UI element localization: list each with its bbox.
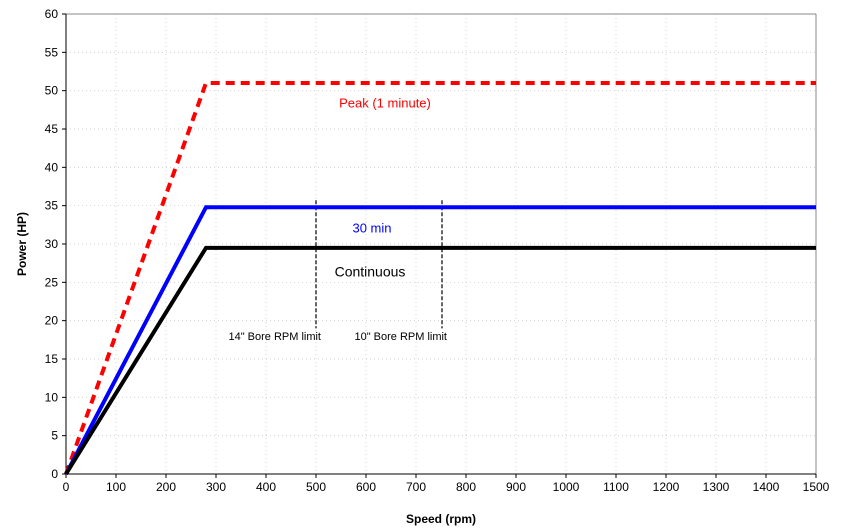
series-line [64,245,816,476]
y-tick-label: 20 [45,314,59,328]
y-tick-label: 40 [45,160,59,174]
series-label: 30 min [352,221,391,236]
rpm-limit-lines [315,200,443,329]
y-tick-label: 30 [45,237,59,251]
x-tick-label: 300 [206,480,226,494]
x-tick-label: 0 [63,480,70,494]
x-axis-title: Speed (rpm) [406,512,476,526]
rpm-limit-label: 10" Bore RPM limit [354,331,447,343]
x-tick-label: 600 [356,480,376,494]
x-tick-label: 1000 [553,480,580,494]
x-tick-label: 1100 [603,480,629,494]
x-tick-label: 100 [106,480,126,494]
rpm-limit-label: 14" Bore RPM limit [228,331,321,343]
x-tick-label: 700 [406,480,426,494]
y-tick-label: 45 [45,122,59,136]
y-tick-label: 55 [45,45,59,59]
y-axis-title: Power (HP) [15,212,29,276]
y-tick-label: 15 [45,352,59,366]
y-tick-label: 35 [45,199,59,213]
series-label: Continuous [335,263,406,279]
x-tick-label: 1300 [703,480,730,494]
y-tick-label: 25 [45,275,59,289]
y-tick-label: 5 [51,429,58,443]
annotations: 14" Bore RPM limit 10" Bore RPM limit Peak… [228,96,447,343]
x-tick-label: 400 [256,480,276,494]
y-tick-label: 50 [45,84,59,98]
x-tick-label: 500 [306,480,326,494]
y-tick-label: 0 [51,467,58,481]
series-line [64,81,816,475]
series-line [64,205,816,475]
x-tick-label: 900 [506,480,526,494]
x-tick-label: 1400 [753,480,780,494]
series-label: Peak (1 minute) [339,96,431,111]
x-tick-label: 200 [156,480,176,494]
x-tick-label: 1200 [653,480,680,494]
y-tick-label: 60 [45,7,59,21]
y-tick-label: 10 [45,390,59,404]
axes: 0 100 200 300 400 500 600 700 800 900 1000 1100 1200… [15,7,830,526]
x-tick-label: 800 [456,480,476,494]
x-tick-label: 1500 [803,480,830,494]
series-lines [64,81,816,476]
